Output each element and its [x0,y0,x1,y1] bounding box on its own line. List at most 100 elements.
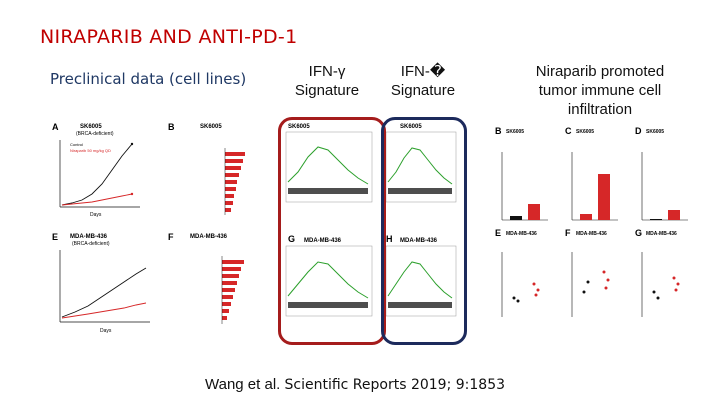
right-d-niraparib-bar [668,210,680,220]
figure-composite: A SK6005 (BRCA-deficient) Days Control N… [52,122,688,334]
slide-subtitle: Preclinical data (cell lines) [50,70,247,88]
panel-e-niraparib-line [61,302,147,319]
panel-letter-h: H [386,234,393,244]
niraparib-note: Niraparib promoted tumor immune cell inf… [505,62,695,119]
gsea-hits-bar [288,188,368,194]
ifn-other-line2: Signature [390,82,456,99]
dot [604,286,608,290]
right-f-mda: MDA-MB-436 [576,231,607,237]
panel-e-control-line [61,267,147,318]
gsea-ifn-other-bottom: H MDA-MB-436 [385,234,457,317]
panel-a-sk6005: SK6005 [80,124,102,130]
gsea-bottom-left-label: MDA-MB-436 [304,238,342,244]
bar [222,316,227,320]
slide-title: NIRAPARIB AND ANTI-PD-1 [40,26,298,48]
bar [222,309,229,313]
ifn-other-frame [381,117,467,345]
citation-journal: Scientific Reports 2019; 9:1853 [284,377,506,393]
panel-a-control-line [61,143,133,206]
dot [586,280,590,284]
bar [225,180,237,184]
panel-b: B SK6005 [168,122,245,215]
right-c-niraparib-bar [598,174,610,220]
bar [222,260,244,264]
panel-a-marker [130,192,134,196]
niraparib-note-line2: tumor immune cell [538,82,662,99]
panel-letter-b: B [168,122,175,132]
bar [225,173,239,177]
gsea-enrichment-curve [287,261,369,299]
panel-letter-f: F [168,232,174,242]
bar [225,201,233,205]
right-letter-f: F [565,228,571,238]
panel-b-sk6005: SK6005 [200,124,222,130]
right-panels: B C D SK6005 SK6005 SK6005 E F G MDA-MB-… [495,126,688,317]
bar [222,281,237,285]
ifn-gamma-frame [278,117,386,345]
gsea-enrichment-curve [287,146,369,185]
dot [676,282,680,286]
dot [674,288,678,292]
panel-letter-a: A [52,122,59,132]
gsea-ifn-gamma-bottom: G MDA-MB-436 [285,234,373,317]
right-c-control-bar [580,214,592,220]
panel-e-brca: (BRCA-deficient) [72,241,110,247]
panel-e-days: Days [100,328,112,334]
dot [606,278,610,282]
ifn-other-heading: IFN-� Signature [378,62,468,100]
panel-letter-g: G [288,234,295,244]
panel-a-days: Days [90,212,102,218]
panel-e-mda: MDA-MB-436 [70,234,108,240]
dot [534,293,538,297]
citation: Wang et al. Scientific Reports 2019; 9:1… [205,376,505,393]
right-d-control-bar [650,219,662,220]
panel-a-brca: (BRCA-deficient) [76,131,114,137]
panel-a-niraparib-line [61,193,133,206]
panel-f-mda: MDA-MB-436 [190,234,228,240]
dot [512,296,516,300]
ifn-other-line1: IFN-� [400,63,446,80]
gsea-hits-bar [288,302,368,308]
right-c-sk6005: SK6005 [576,129,594,135]
gsea-top-left-label: SK6005 [288,124,310,130]
ifn-gamma-line1: IFN-γ [308,63,346,80]
right-letter-g: G [635,228,642,238]
right-g-mda: MDA-MB-436 [646,231,677,237]
citation-authors: Wang et al. [205,376,281,393]
right-d-sk6005: SK6005 [646,129,664,135]
right-b-sk6005: SK6005 [506,129,524,135]
bar [225,208,231,212]
bar [222,274,239,278]
gsea-enrichment-curve [387,261,453,299]
gsea-ifn-other-top: SK6005 [385,124,457,203]
panel-a-legend-control: Control [70,142,83,147]
bar [222,302,231,306]
dot [536,288,540,292]
right-letter-d: D [635,126,642,136]
panel-a-marker [130,142,134,146]
bar [222,267,241,271]
bar [225,187,236,191]
dot [582,290,586,294]
dot [602,270,606,274]
dot [656,296,660,300]
panel-f: F MDA-MB-436 [168,232,244,324]
right-b-niraparib-bar [528,204,540,220]
ifn-gamma-line2: Signature [294,82,360,99]
gsea-hits-bar [388,302,452,308]
panel-a-legend-niraparib: Niraparib 50 mg/kg QD [70,148,111,153]
gsea-ifn-gamma-top: SK6005 [285,124,373,203]
niraparib-note-line1: Niraparib promoted [535,63,665,80]
dot [652,290,656,294]
right-b-control-bar [510,216,522,220]
right-e-mda: MDA-MB-436 [506,231,537,237]
bar [222,288,235,292]
bar [222,295,233,299]
panel-e: E MDA-MB-436 (BRCA-deficient) Days [52,232,150,334]
bar [225,159,243,163]
panel-letter-e: E [52,232,58,242]
bar [225,194,234,198]
gsea-top-right-label: SK6005 [400,124,422,130]
bar [225,166,241,170]
dot [532,282,536,286]
